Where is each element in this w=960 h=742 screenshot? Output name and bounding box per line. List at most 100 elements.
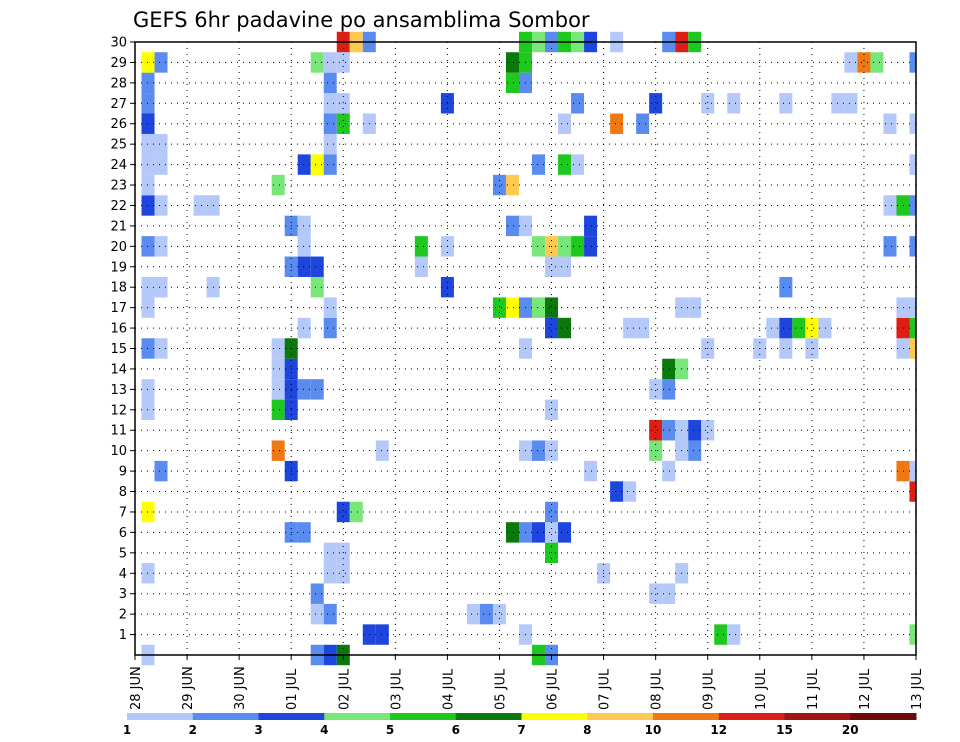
y-tick-label: 14	[110, 362, 127, 377]
x-tick-label: 11 JUL	[806, 668, 821, 710]
colorbar-tick-label: 10	[645, 723, 662, 737]
y-tick-label: 29	[110, 56, 127, 71]
grid-lines	[135, 41, 916, 655]
heatmap-cell	[271, 358, 285, 380]
heatmap-cell	[909, 113, 916, 134]
x-tick-label: 06 JUL	[546, 668, 561, 710]
heatmap-cell	[375, 624, 389, 645]
colorbar-tick-label: 4	[320, 723, 328, 737]
colorbar-tick-label: 20	[842, 723, 859, 737]
heatmap-cell	[297, 379, 311, 400]
colorbar-tick-label: 8	[583, 723, 591, 737]
heatmap-cell	[558, 256, 572, 277]
colorbar-swatch	[127, 713, 194, 720]
colorbar-swatch	[587, 713, 654, 720]
heatmap-cell	[505, 174, 519, 196]
heatmap-cell	[323, 154, 337, 175]
heatmap-cell	[558, 522, 572, 543]
heatmap-cell	[323, 93, 337, 114]
heatmap-cells	[141, 31, 916, 666]
x-tick-label: 08 JUL	[650, 668, 665, 710]
heatmap-cell	[193, 195, 207, 216]
heatmap-cell	[414, 256, 428, 277]
colorbar-swatch	[784, 713, 851, 720]
heatmap-cell	[896, 297, 910, 318]
heatmap-cell	[532, 522, 546, 543]
x-tick-label: 04 JUL	[441, 668, 456, 710]
heatmap-cell	[154, 276, 168, 298]
colorbar-swatch	[850, 713, 917, 720]
heatmap-cell	[323, 72, 337, 94]
heatmap-cell	[662, 583, 676, 604]
heatmap-cell	[779, 276, 793, 298]
heatmap-cell	[532, 297, 546, 318]
colorbar: 1 2 3 4 5 6 7 8 10 12 15 20	[123, 713, 917, 737]
heatmap-cell	[141, 133, 155, 155]
heatmap-cell	[297, 154, 311, 175]
y-tick-label: 25	[110, 138, 127, 153]
heatmap-cell	[792, 317, 806, 339]
heatmap-cell	[141, 563, 155, 584]
heatmap-cell	[414, 236, 428, 257]
x-tick-label: 30 JUN	[233, 666, 248, 710]
heatmap-cell	[649, 379, 663, 400]
heatmap-cell	[766, 317, 780, 339]
heatmap-cell	[623, 481, 637, 502]
heatmap-cell	[779, 317, 793, 339]
heatmap-cell	[610, 481, 624, 502]
heatmap-cell	[141, 52, 155, 73]
heatmap-cell	[727, 624, 741, 645]
colorbar-swatch	[390, 713, 457, 720]
heatmap-cell	[492, 297, 506, 318]
heatmap-cell	[584, 215, 598, 237]
heatmap-cell	[662, 379, 676, 400]
heatmap-cell	[636, 317, 650, 339]
heatmap-cell	[141, 236, 155, 257]
heatmap-cell	[336, 93, 350, 114]
x-tick-label: 10 JUL	[754, 668, 769, 710]
heatmap-cell	[909, 460, 916, 482]
heatmap-cell	[323, 317, 337, 339]
heatmap-cell	[909, 317, 916, 339]
y-tick-label: 19	[110, 260, 127, 275]
heatmap-cell	[545, 501, 559, 523]
heatmap-cell	[310, 583, 324, 604]
colorbar-swatch	[455, 713, 522, 720]
heatmap-cell	[466, 603, 480, 625]
heatmap-cell	[701, 93, 715, 114]
colorbar-tick-label: 6	[452, 723, 460, 737]
heatmap-cell	[779, 338, 793, 359]
heatmap-cell	[505, 215, 519, 237]
y-tick-label: 7	[119, 505, 127, 520]
heatmap-cell	[909, 236, 916, 257]
heatmap-cell	[558, 113, 572, 134]
heatmap-cell	[883, 113, 897, 134]
y-tick-label: 1	[119, 628, 127, 643]
heatmap-cell	[310, 276, 324, 298]
colorbar-tick-label: 2	[189, 723, 197, 737]
x-tick-label: 12 JUL	[858, 668, 873, 710]
heatmap-cell	[479, 603, 493, 625]
heatmap-cell	[505, 72, 519, 94]
heatmap-cell	[844, 93, 858, 114]
heatmap-cell	[323, 603, 337, 625]
heatmap-cell	[909, 624, 916, 645]
heatmap-cell	[896, 195, 910, 216]
x-tick-label: 03 JUL	[389, 668, 404, 710]
heatmap-cell	[492, 174, 506, 196]
heatmap-cell	[323, 563, 337, 584]
heatmap-cell	[688, 440, 702, 461]
heatmap-cell	[870, 52, 884, 73]
heatmap-cell	[844, 52, 858, 73]
heatmap-cell	[505, 522, 519, 543]
y-tick-label: 12	[110, 403, 127, 418]
colorbar-tick-label: 12	[710, 723, 727, 737]
heatmap-cell	[271, 338, 285, 359]
chart-title: GEFS 6hr padavine po ansamblima Sombor	[133, 8, 590, 32]
heatmap-cell	[636, 113, 650, 134]
y-tick-label: 20	[110, 240, 127, 255]
y-tick-label: 2	[119, 608, 127, 623]
heatmap-cell	[571, 93, 585, 114]
colorbar-tick-label: 1	[123, 723, 131, 737]
